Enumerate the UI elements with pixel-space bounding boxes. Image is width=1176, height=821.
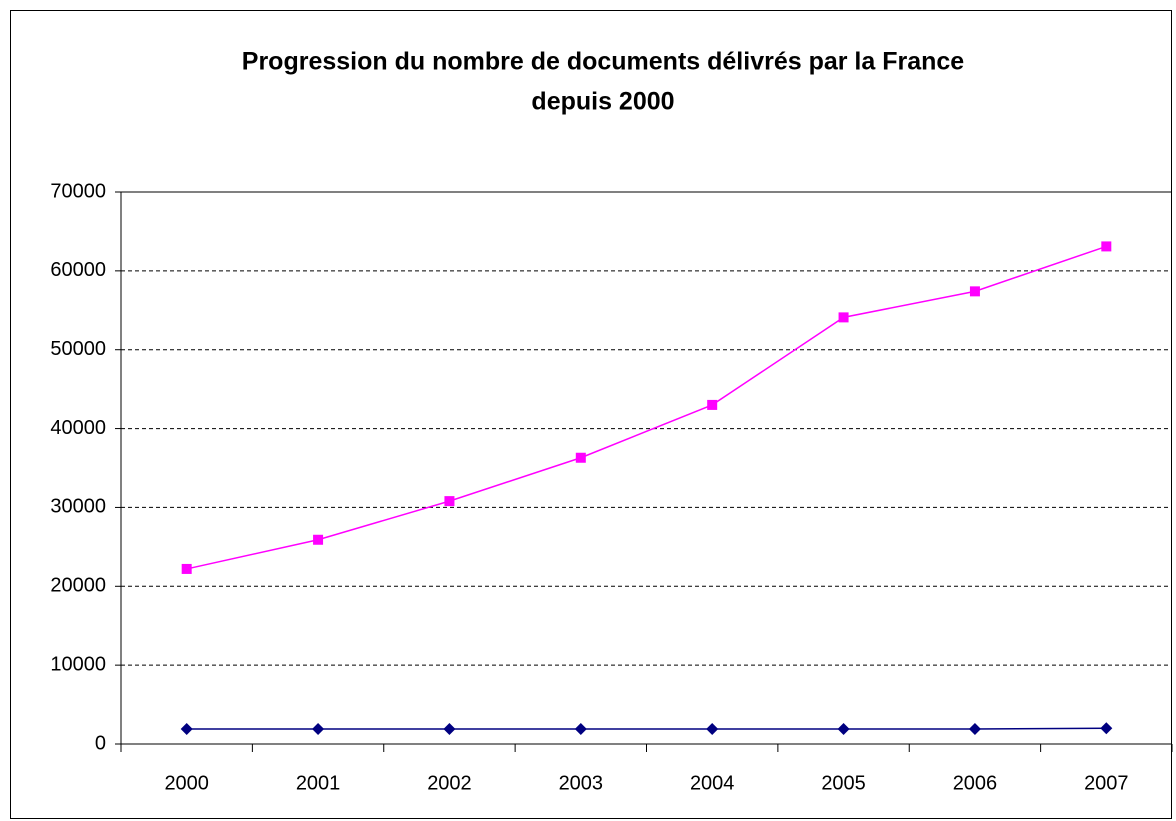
marker [968, 723, 981, 736]
x-tick-label: 2006 [953, 772, 998, 794]
marker [180, 723, 193, 736]
x-tick-label: 2002 [427, 772, 472, 794]
series-line [186, 727, 1107, 730]
y-tick-label: 50000 [50, 338, 106, 360]
y-tick-label: 30000 [50, 496, 106, 518]
y-tick-label: 60000 [50, 259, 106, 281]
x-tick-label: 2007 [1084, 772, 1129, 794]
y-tick-label: 40000 [50, 417, 106, 439]
chart-title: depuis 2000 [531, 88, 674, 116]
y-tick-label: 20000 [50, 575, 106, 597]
y-tick-label: 70000 [50, 180, 106, 202]
y-tick-label: 0 [95, 732, 106, 754]
series-line [186, 245, 1107, 570]
marker [707, 399, 718, 410]
x-tick-label: 2000 [164, 772, 209, 794]
marker [1100, 722, 1113, 735]
x-tick-label: 2004 [690, 772, 735, 794]
marker [837, 723, 850, 736]
marker [838, 312, 849, 323]
x-tick-label: 2005 [821, 772, 866, 794]
marker [1101, 241, 1112, 252]
x-tick-label: 2001 [296, 772, 341, 794]
x-tick-label: 2003 [559, 772, 604, 794]
marker [181, 563, 192, 574]
marker [969, 286, 980, 297]
marker [575, 452, 586, 463]
marker [443, 723, 456, 736]
marker [706, 723, 719, 736]
chart-title: Progression du nombre de documents déliv… [242, 48, 965, 76]
y-tick-label: 10000 [50, 653, 106, 675]
marker [444, 496, 455, 507]
marker [574, 723, 587, 736]
marker [313, 534, 324, 545]
chart-border [10, 10, 1172, 819]
marker [312, 723, 325, 736]
